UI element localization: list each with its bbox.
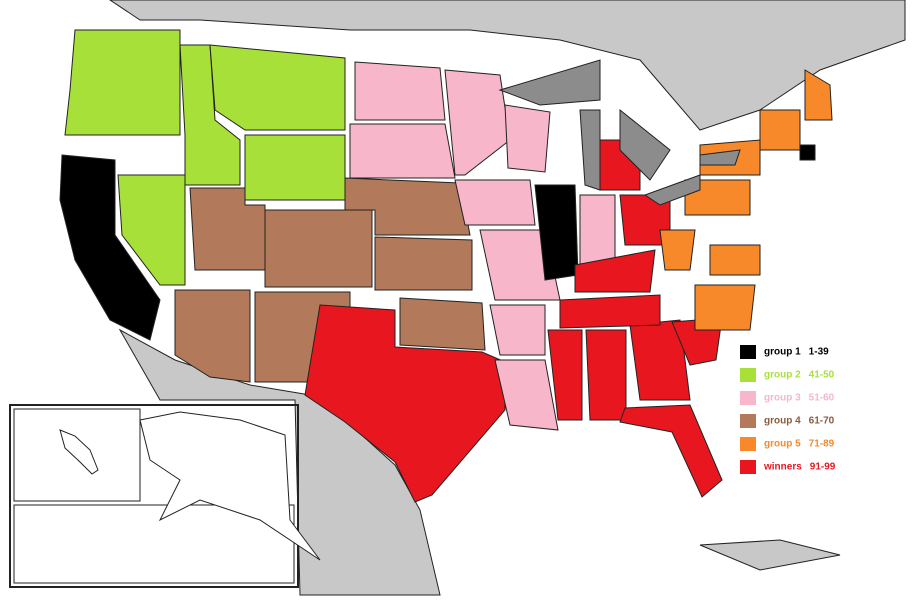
legend-label: group 5 xyxy=(764,439,801,450)
legend-range: 41-50 xyxy=(809,370,835,381)
state xyxy=(174,289,251,383)
state xyxy=(694,284,756,331)
state xyxy=(59,154,161,341)
legend-swatch xyxy=(740,460,756,474)
lake xyxy=(619,108,671,181)
lake xyxy=(643,174,701,206)
state xyxy=(349,123,456,179)
state xyxy=(709,244,761,276)
legend: group 1 1-39 group 2 41-50 group 3 51-60 group… xyxy=(740,345,836,474)
state xyxy=(117,174,186,286)
state xyxy=(659,229,696,271)
state xyxy=(759,109,801,151)
lake xyxy=(699,149,741,166)
state xyxy=(585,329,627,421)
state xyxy=(264,209,373,288)
state xyxy=(547,329,583,421)
state xyxy=(804,69,833,121)
legend-range: 51-60 xyxy=(809,393,835,404)
legend-label: winners xyxy=(763,462,802,473)
state xyxy=(559,294,661,329)
state xyxy=(574,249,656,293)
legend-swatch xyxy=(740,391,756,405)
legend-range: 61-70 xyxy=(809,416,835,427)
state xyxy=(399,297,486,351)
state xyxy=(494,359,559,431)
alaska xyxy=(139,411,321,561)
legend-swatch xyxy=(740,414,756,428)
states xyxy=(59,29,833,503)
state xyxy=(489,304,546,356)
legend-label: group 1 xyxy=(764,347,801,358)
state xyxy=(354,61,446,121)
state xyxy=(799,144,816,161)
legend-range: 71-89 xyxy=(809,439,835,450)
state xyxy=(504,104,551,173)
legend-label: group 3 xyxy=(764,393,801,404)
legend-swatch xyxy=(740,437,756,451)
state xyxy=(189,187,266,271)
alaska-inset xyxy=(13,504,295,584)
legend-label: group 2 xyxy=(764,370,801,381)
state xyxy=(684,179,751,216)
legend-range: 91-99 xyxy=(810,462,836,473)
state xyxy=(209,44,346,131)
legend-swatch xyxy=(740,345,756,359)
lake xyxy=(579,109,601,191)
lake xyxy=(498,59,601,106)
state xyxy=(244,134,346,201)
state xyxy=(629,319,691,401)
state xyxy=(444,69,511,176)
state xyxy=(454,179,536,226)
state xyxy=(374,236,473,291)
legend-range: 1-39 xyxy=(809,347,829,358)
state xyxy=(619,404,723,498)
state xyxy=(64,29,181,136)
hawaii xyxy=(59,429,99,475)
cuba xyxy=(699,539,841,571)
state xyxy=(304,304,506,503)
inset-frame xyxy=(9,404,299,588)
legend-label: group 4 xyxy=(764,416,801,427)
canada-water xyxy=(109,0,906,131)
legend-swatch xyxy=(740,368,756,382)
